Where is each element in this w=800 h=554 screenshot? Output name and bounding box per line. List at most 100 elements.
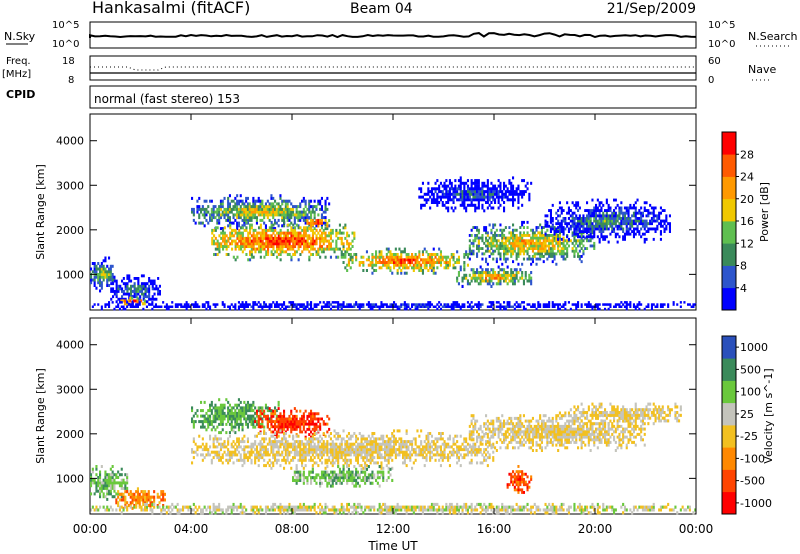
heatmap-cell xyxy=(595,305,598,308)
heatmap-cell xyxy=(286,216,289,220)
heatmap-cell xyxy=(322,216,325,220)
heatmap-cell xyxy=(551,224,554,228)
heatmap-cell xyxy=(302,210,305,214)
heatmap-cell xyxy=(632,235,635,239)
heatmap-cell xyxy=(239,305,242,308)
heatmap-cell xyxy=(337,247,340,251)
heatmap-cell xyxy=(286,253,289,256)
heatmap-cell xyxy=(308,199,311,203)
heatmap-cell xyxy=(268,464,271,468)
heatmap-cell xyxy=(137,290,140,293)
heatmap-cell xyxy=(283,307,286,311)
beam-title: Beam 04 xyxy=(350,1,413,17)
heatmap-cell xyxy=(288,434,291,438)
heatmap-cell xyxy=(512,244,515,248)
heatmap-cell xyxy=(210,207,213,211)
heatmap-cell xyxy=(97,281,100,285)
heatmap-cell xyxy=(629,219,632,223)
heatmap-cell xyxy=(510,244,513,248)
heatmap-cell xyxy=(629,222,632,226)
heatmap-cell xyxy=(461,276,464,280)
heatmap-cell xyxy=(315,303,318,306)
heatmap-cell xyxy=(443,305,446,308)
heatmap-cell xyxy=(542,249,545,253)
heatmap-cell xyxy=(294,239,297,243)
heatmap-cell xyxy=(533,236,536,240)
heatmap-cell xyxy=(575,241,578,245)
heatmap-cell xyxy=(219,442,222,446)
heatmap-cell xyxy=(254,420,257,423)
heatmap-cell xyxy=(237,428,240,432)
heatmap-cell xyxy=(418,261,421,264)
heatmap-cell xyxy=(513,249,516,253)
heatmap-cell xyxy=(566,249,569,253)
heatmap-cell xyxy=(290,466,293,470)
heatmap-cell xyxy=(586,222,589,226)
heatmap-cell xyxy=(492,234,495,237)
heatmap-cell xyxy=(485,249,488,253)
heatmap-cell xyxy=(249,228,252,232)
heatmap-cell xyxy=(227,213,230,217)
heatmap-cell xyxy=(483,192,486,196)
heatmap-cell xyxy=(279,253,282,256)
heatmap-cell xyxy=(200,425,203,429)
heatmap-cell xyxy=(257,406,260,410)
heatmap-cell xyxy=(587,222,590,226)
heatmap-cell xyxy=(299,417,302,421)
heatmap-cell xyxy=(470,234,473,237)
heatmap-cell xyxy=(580,241,583,245)
heatmap-cell xyxy=(537,244,540,248)
heatmap-cell xyxy=(286,218,289,222)
heatmap-cell xyxy=(293,407,296,410)
heatmap-cell xyxy=(499,181,502,185)
heatmap-cell xyxy=(185,303,188,306)
heatmap-cell xyxy=(643,222,646,226)
heatmap-cell xyxy=(593,214,596,218)
heatmap-cell xyxy=(589,219,592,223)
heatmap-cell xyxy=(510,271,513,275)
heatmap-cell xyxy=(445,305,448,308)
heatmap-cell xyxy=(124,498,127,502)
heatmap-cell xyxy=(535,228,538,232)
heatmap-cell xyxy=(344,253,347,256)
heatmap-cell xyxy=(302,218,305,222)
heatmap-cell xyxy=(403,263,406,267)
heatmap-cell xyxy=(490,192,493,196)
heatmap-cell xyxy=(632,222,635,226)
heatmap-cell xyxy=(356,305,359,308)
heatmap-cell xyxy=(450,206,453,210)
heatmap-cell xyxy=(191,417,194,421)
heatmap-cell xyxy=(340,307,343,311)
heatmap-cell xyxy=(650,211,653,215)
heatmap-cell xyxy=(255,414,258,418)
heatmap-cell xyxy=(104,256,107,260)
heatmap-cell xyxy=(466,179,469,183)
heatmap-cell xyxy=(212,456,215,460)
heatmap-cell xyxy=(531,241,534,245)
heatmap-cell xyxy=(416,263,419,267)
heatmap-cell xyxy=(320,450,323,454)
heatmap-cell xyxy=(212,216,215,220)
heatmap-cell xyxy=(461,201,464,204)
heatmap-cell xyxy=(499,282,502,286)
heatmap-cell xyxy=(497,271,500,275)
heatmap-cell xyxy=(586,227,589,231)
heatmap-cell xyxy=(634,201,637,205)
colorbar-swatch xyxy=(722,198,736,222)
heatmap-cell xyxy=(180,303,183,306)
heatmap-cell xyxy=(488,187,491,191)
heatmap-cell xyxy=(553,303,556,306)
heatmap-cell xyxy=(281,303,284,306)
heatmap-cell xyxy=(277,303,280,306)
heatmap-cell xyxy=(313,247,316,251)
heatmap-cell xyxy=(232,228,235,232)
heatmap-cell xyxy=(293,305,296,308)
heatmap-cell xyxy=(210,420,213,424)
heatmap-cell xyxy=(362,303,365,306)
heatmap-cell xyxy=(128,292,131,296)
heatmap-cell xyxy=(288,422,291,426)
heatmap-cell xyxy=(476,276,479,280)
heatmap-cell xyxy=(600,235,603,239)
heatmap-cell xyxy=(447,192,450,196)
heatmap-cell xyxy=(476,279,479,283)
